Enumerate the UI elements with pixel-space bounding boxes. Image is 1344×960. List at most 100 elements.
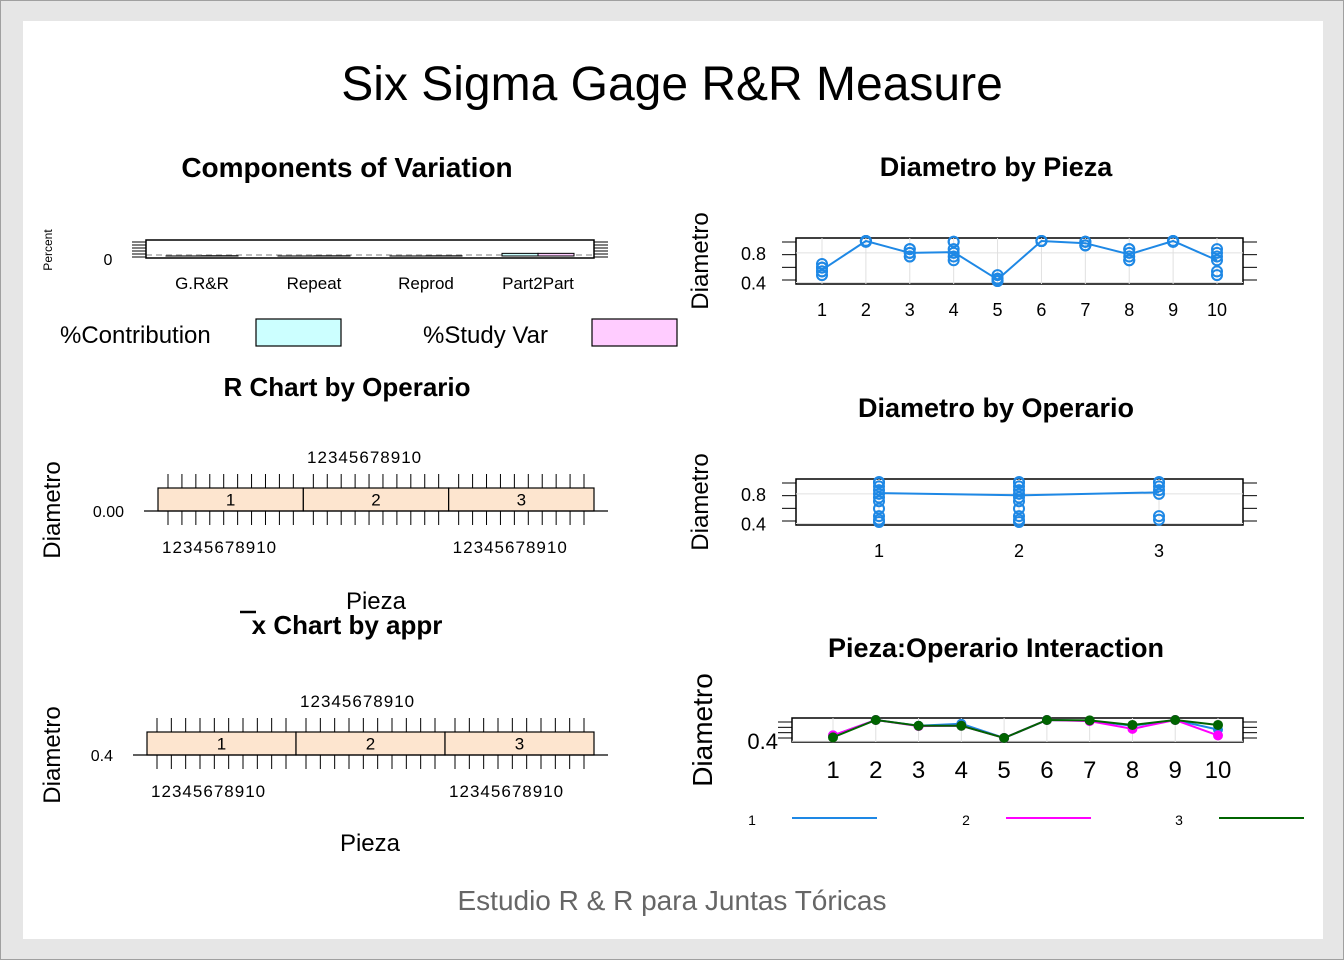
by-operario-point — [873, 480, 885, 493]
strip-tick-label: 5 — [495, 538, 505, 557]
strip-tick-label: 3 — [172, 782, 182, 801]
strip-tick-label: 7 — [512, 782, 522, 801]
by-pieza-xtick: 9 — [1168, 300, 1178, 320]
bar-Part2Part-0 — [501, 252, 539, 257]
interaction-point-2 — [1213, 730, 1223, 741]
strip-tick-label: 1 — [307, 448, 317, 467]
by-operario-title: Diametro by Operario — [858, 393, 1134, 423]
by-operario-ytick: 0.4 — [741, 515, 766, 535]
strip-tick-label: 3 — [328, 448, 338, 467]
strip-tick-label: 9 — [536, 538, 546, 557]
by-operario-point — [1013, 502, 1025, 515]
interaction-xtick: 4 — [955, 757, 968, 784]
by-pieza-point — [991, 272, 1004, 285]
interaction-chart: Pieza:Operario Interaction 1 2 3 4 5 6 7 8 9 10 0.4… — [687, 633, 1304, 828]
by-pieza-point — [816, 265, 828, 278]
by-pieza-point — [1079, 235, 1092, 248]
components-ytick: 0 — [104, 252, 113, 269]
by-pieza-point — [1167, 235, 1180, 247]
strip-tick-label: 8 — [235, 538, 245, 557]
by-pieza-point — [1211, 269, 1223, 282]
interaction-point-3 — [1170, 715, 1181, 725]
interaction-point-3 — [956, 720, 967, 731]
strip-tick-label: 3 — [183, 538, 193, 557]
by-pieza-point — [816, 269, 828, 282]
interaction-ytick: 0.4 — [747, 729, 778, 754]
interaction-xtick: 10 — [1205, 757, 1232, 784]
by-pieza-point — [1211, 250, 1223, 263]
interaction-point-3 — [1084, 715, 1095, 726]
interaction-xtick: 9 — [1169, 757, 1182, 784]
by-operario-point — [873, 491, 885, 504]
strip-tick-label: 8 — [373, 692, 383, 711]
strip-label-3: 3 — [515, 735, 524, 754]
strip-tick-label: 10 — [401, 448, 422, 467]
by-operario-point — [1013, 487, 1025, 500]
interaction-xtick: 5 — [997, 757, 1010, 784]
strip-tick-label: 10 — [394, 692, 415, 711]
r-chart-ytick: 0.00 — [93, 504, 124, 521]
by-pieza-xtick: 5 — [993, 300, 1003, 320]
page-subtitle: Estudio R & R para Juntas Tóricas — [457, 885, 886, 916]
strip-tick-label: 9 — [235, 782, 245, 801]
by-operario-point — [1153, 513, 1165, 526]
strip-tick-label: 4 — [182, 782, 192, 801]
r-chart-xlabel: Pieza — [346, 588, 407, 615]
strip-tick-label: 1 — [449, 782, 459, 801]
by-pieza-point — [1211, 246, 1223, 259]
strip-tick-label: 1 — [151, 782, 161, 801]
strip-tick-label: 6 — [359, 448, 369, 467]
by-pieza-point — [1211, 254, 1223, 267]
components-xtick: G.R&R — [175, 274, 229, 293]
strip-tick-label: 7 — [370, 448, 380, 467]
strip-tick-label: 9 — [391, 448, 401, 467]
by-operario-point — [1013, 480, 1025, 493]
xbar-chart-bottom-tick-labels-3: 12345678910 — [449, 782, 564, 801]
interaction-legend-label-3: 3 — [1175, 812, 1183, 828]
by-pieza-xtick: 10 — [1207, 300, 1227, 320]
by-pieza-xtick: 4 — [949, 300, 959, 320]
by-pieza-xtick: 3 — [905, 300, 915, 320]
xbar-chart-xlabel: Pieza — [340, 830, 401, 857]
by-pieza-xtick: 2 — [861, 300, 871, 320]
components-xtick: Reprod — [398, 274, 454, 293]
page-title: Six Sigma Gage R&R Measure — [341, 58, 1003, 111]
r-chart-title: R Chart by Operario — [223, 372, 470, 402]
strip-tick-label: 7 — [515, 538, 525, 557]
strip-tick-label: 5 — [491, 782, 501, 801]
strip-tick-label: 1 — [300, 692, 310, 711]
components-title: Components of Variation — [181, 152, 512, 183]
strip-tick-label: 9 — [384, 692, 394, 711]
r-chart-bottom-tick-labels-1: 12345678910 — [162, 538, 277, 557]
by-operario-point — [873, 495, 885, 508]
strip-tick-label: 2 — [161, 782, 171, 801]
strip-tick-label: 2 — [317, 448, 327, 467]
interaction-line-3 — [832, 718, 1219, 740]
strip-tick-label: 4 — [480, 782, 490, 801]
interaction-point-3 — [870, 715, 881, 725]
interaction-xtick: 6 — [1040, 757, 1053, 784]
by-operario-ylabel: Diametro — [687, 453, 714, 550]
by-operario-xtick: 2 — [1014, 541, 1024, 561]
by-operario-point — [1153, 487, 1165, 500]
strip-tick-label: 4 — [338, 448, 348, 467]
interaction-legend-label-1: 1 — [748, 812, 756, 828]
strip-tick-label: 7 — [214, 782, 224, 801]
by-pieza-point — [947, 243, 960, 256]
strip-label-2: 2 — [366, 735, 375, 754]
strip-tick-label: 10 — [547, 538, 568, 557]
interaction-xtick: 2 — [869, 757, 882, 784]
by-operario-point — [1013, 476, 1025, 488]
by-pieza-point — [1123, 250, 1136, 263]
by-pieza-ytick: 0.8 — [741, 244, 766, 264]
interaction-title: Pieza:Operario Interaction — [828, 633, 1164, 663]
strip-tick-label: 3 — [321, 692, 331, 711]
strip-tick-label: 9 — [246, 538, 256, 557]
by-operario-point — [1013, 491, 1025, 504]
by-operario-point — [1153, 510, 1165, 523]
by-operario-point — [1153, 480, 1165, 493]
strip-tick-label: 5 — [193, 782, 203, 801]
strip-label-1: 1 — [226, 491, 235, 510]
strip-tick-label: 7 — [225, 538, 235, 557]
